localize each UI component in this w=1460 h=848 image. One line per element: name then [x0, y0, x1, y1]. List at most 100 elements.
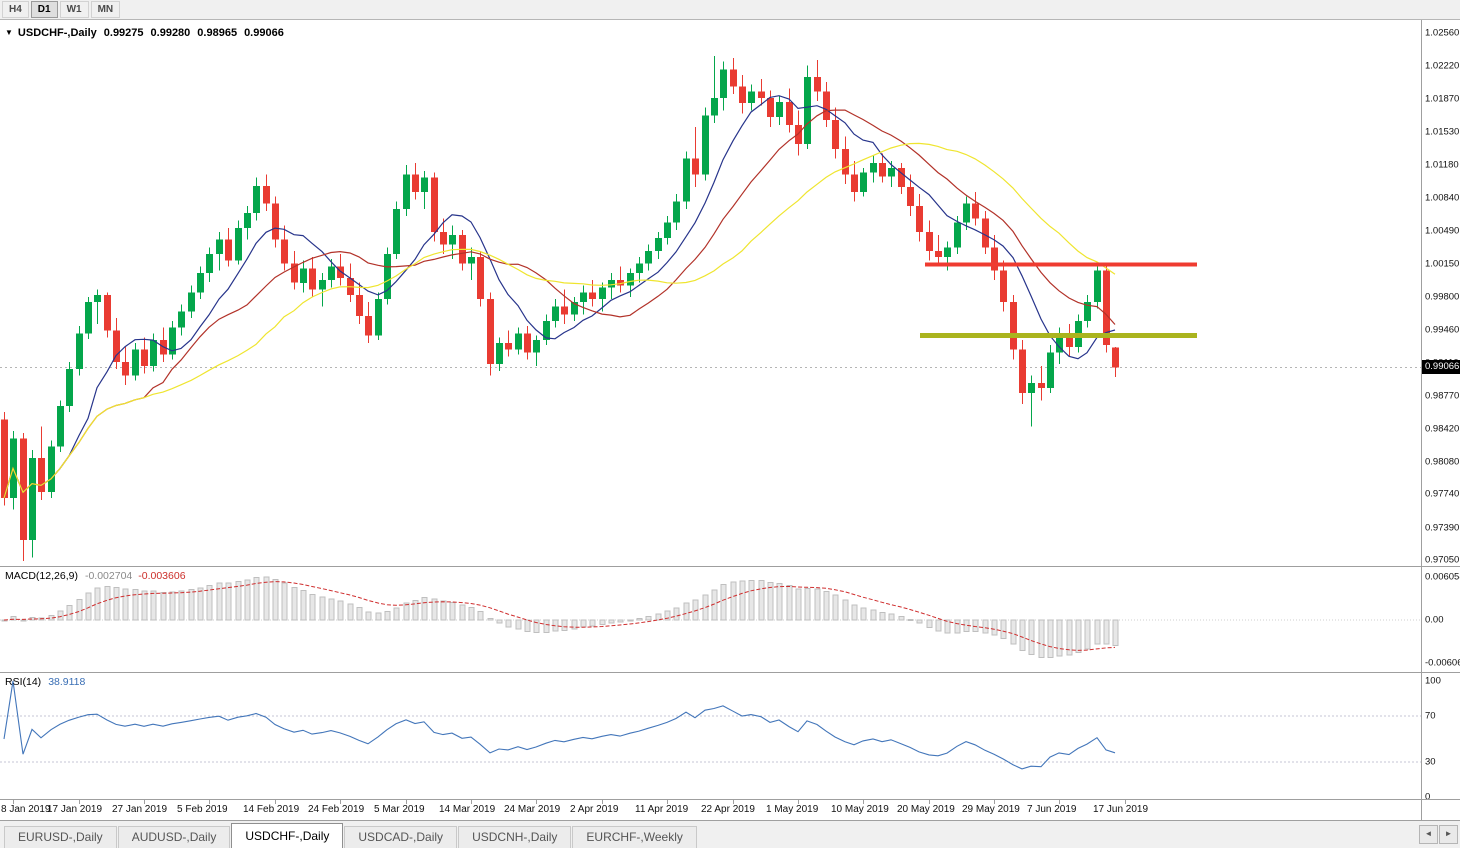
macd-label: MACD(12,26,9) -0.002704 -0.003606 [5, 570, 186, 582]
time-axis-tick [13, 800, 14, 804]
price-axis-label: 0.99800 [1425, 291, 1460, 303]
price-axis-label: 1.00150 [1425, 258, 1460, 270]
date-label: 11 Apr 2019 [635, 804, 689, 815]
date-label: 24 Feb 2019 [308, 804, 365, 815]
macd-histogram [1, 576, 1119, 659]
time-axis-tick [602, 800, 603, 804]
chart-plot-area: ▼ USDCHF-,Daily 0.99275 0.99280 0.98965 0.990… [0, 20, 1421, 820]
ohlc-high: 0.99280 [150, 27, 191, 39]
tab-usdcnh-daily[interactable]: USDCNH-,Daily [458, 826, 572, 848]
macd-name: MACD(12,26,9) [5, 570, 78, 582]
time-axis-tick [1125, 800, 1126, 804]
time-axis-tick [340, 800, 341, 804]
ohlc-close: 0.99066 [244, 27, 284, 39]
date-label: 1 May 2019 [766, 804, 819, 815]
tab-scroll-right-button[interactable]: ► [1439, 825, 1458, 844]
price-axis-label: 1.01180 [1425, 159, 1459, 171]
ohlc-low: 0.98965 [197, 27, 238, 39]
rsi-axis-label: 100 [1425, 675, 1441, 687]
price-axis-label: 0.99460 [1425, 324, 1460, 336]
price-axis-label: 0.98770 [1425, 390, 1460, 402]
macd-signal-value: -0.003606 [138, 570, 186, 582]
date-label: 24 Mar 2019 [504, 804, 561, 815]
chart-tabbar: EURUSD-,Daily AUDUSD-,Daily USDCHF-,Daily U… [0, 820, 1460, 848]
timeframe-button-h4[interactable]: H4 [2, 1, 29, 18]
date-label: 17 Jun 2019 [1093, 804, 1149, 815]
date-label: 17 Jan 2019 [47, 804, 103, 815]
price-axis-label: 0.98420 [1425, 423, 1460, 435]
ma-28-line [3, 142, 1116, 499]
time-axis: 8 Jan 2019 17 Jan 2019 27 Jan 2019 5 Feb 20… [0, 800, 1421, 820]
time-axis-tick [929, 800, 930, 804]
price-pane[interactable]: ▼ USDCHF-,Daily 0.99275 0.99280 0.98965 0.990… [0, 20, 1421, 567]
date-label: 2 Apr 2019 [570, 804, 619, 815]
tab-eurchf-weekly[interactable]: EURCHF-,Weekly [572, 826, 697, 848]
macd-chart[interactable] [0, 567, 1421, 673]
time-axis-tick [733, 800, 734, 804]
price-axis-label: 1.00490 [1425, 225, 1460, 237]
time-axis-tick [994, 800, 995, 804]
date-label: 10 May 2019 [831, 804, 889, 815]
ma-16-line [3, 109, 1116, 499]
time-axis-tick [536, 800, 537, 804]
timeframe-button-d1[interactable]: D1 [30, 1, 58, 18]
time-axis-tick [144, 800, 145, 804]
date-label: 27 Jan 2019 [112, 804, 168, 815]
price-axis-label: 1.01530 [1425, 126, 1460, 138]
time-axis-tick [798, 800, 799, 804]
ohlc-open: 0.99275 [103, 27, 144, 39]
macd-axis-label: 0.00 [1425, 614, 1444, 626]
tab-usdchf-daily[interactable]: USDCHF-,Daily [231, 823, 344, 848]
time-axis-tick [275, 800, 276, 804]
price-axis-label: 1.02220 [1425, 60, 1460, 71]
tab-audusd-daily[interactable]: AUDUSD-,Daily [117, 826, 231, 848]
tab-scroll: ◄ ► [1418, 825, 1460, 848]
timeframe-toolbar: H4 D1 W1 MN [0, 0, 1460, 20]
time-axis-tick [1059, 800, 1060, 804]
pane-divider[interactable] [0, 566, 1460, 567]
pane-divider[interactable] [0, 799, 1460, 800]
date-label: 5 Feb 2019 [177, 804, 228, 815]
rsi-axis-label: 0 [1425, 791, 1431, 803]
ma-8-line [3, 95, 1116, 499]
time-axis-tick [667, 800, 668, 804]
price-axis: 1.02560 1.02220 1.01870 1.01530 1.01180 1.008… [1421, 20, 1460, 820]
time-axis-tick [79, 800, 80, 804]
time-axis-tick [209, 800, 210, 804]
pane-divider[interactable] [0, 672, 1460, 673]
price-axis-label: 0.97740 [1425, 488, 1460, 500]
price-axis-label: 1.01870 [1425, 93, 1460, 105]
macd-axis-label: -0.0060609 [1425, 657, 1460, 669]
timeframe-button-w1[interactable]: W1 [59, 1, 89, 18]
tab-scroll-left-button[interactable]: ◄ [1419, 825, 1438, 844]
price-chart[interactable] [0, 20, 1421, 567]
chart-symbol: USDCHF-,Daily [17, 27, 97, 39]
candle-wicks [4, 56, 1116, 562]
macd-pane[interactable]: MACD(12,26,9) -0.002704 -0.003606 [0, 567, 1421, 673]
price-axis-label: 1.02560 [1425, 27, 1460, 39]
rsi-name: RSI(14) [5, 676, 42, 688]
date-label: 14 Feb 2019 [243, 804, 300, 815]
rsi-axis-label: 70 [1425, 710, 1436, 722]
macd-signal-line [3, 581, 1116, 651]
chart-tabs: EURUSD-,Daily AUDUSD-,Daily USDCHF-,Daily U… [0, 823, 698, 848]
chart-title: ▼ USDCHF-,Daily 0.99275 0.99280 0.98965 0.990… [5, 27, 284, 39]
rsi-chart[interactable] [0, 673, 1421, 800]
rsi-pane[interactable]: RSI(14) 38.9118 [0, 673, 1421, 800]
macd-main-value: -0.002704 [84, 570, 133, 582]
macd-axis-label: 0.0060585 [1425, 571, 1460, 583]
date-label: 20 May 2019 [897, 804, 955, 815]
tab-usdcad-daily[interactable]: USDCAD-,Daily [344, 826, 458, 848]
chart-menu-icon[interactable]: ▼ [5, 28, 13, 37]
rsi-label: RSI(14) 38.9118 [5, 676, 85, 688]
time-axis-tick [863, 800, 864, 804]
time-axis-tick [406, 800, 407, 804]
date-label: 22 Apr 2019 [701, 804, 755, 815]
tab-eurusd-daily[interactable]: EURUSD-,Daily [4, 826, 117, 848]
rsi-value: 38.9118 [48, 676, 86, 688]
date-label: 5 Mar 2019 [374, 804, 425, 815]
chart-area: ▼ USDCHF-,Daily 0.99275 0.99280 0.98965 0.990… [0, 20, 1460, 820]
timeframe-button-mn[interactable]: MN [90, 1, 121, 18]
rsi-line [3, 680, 1116, 770]
